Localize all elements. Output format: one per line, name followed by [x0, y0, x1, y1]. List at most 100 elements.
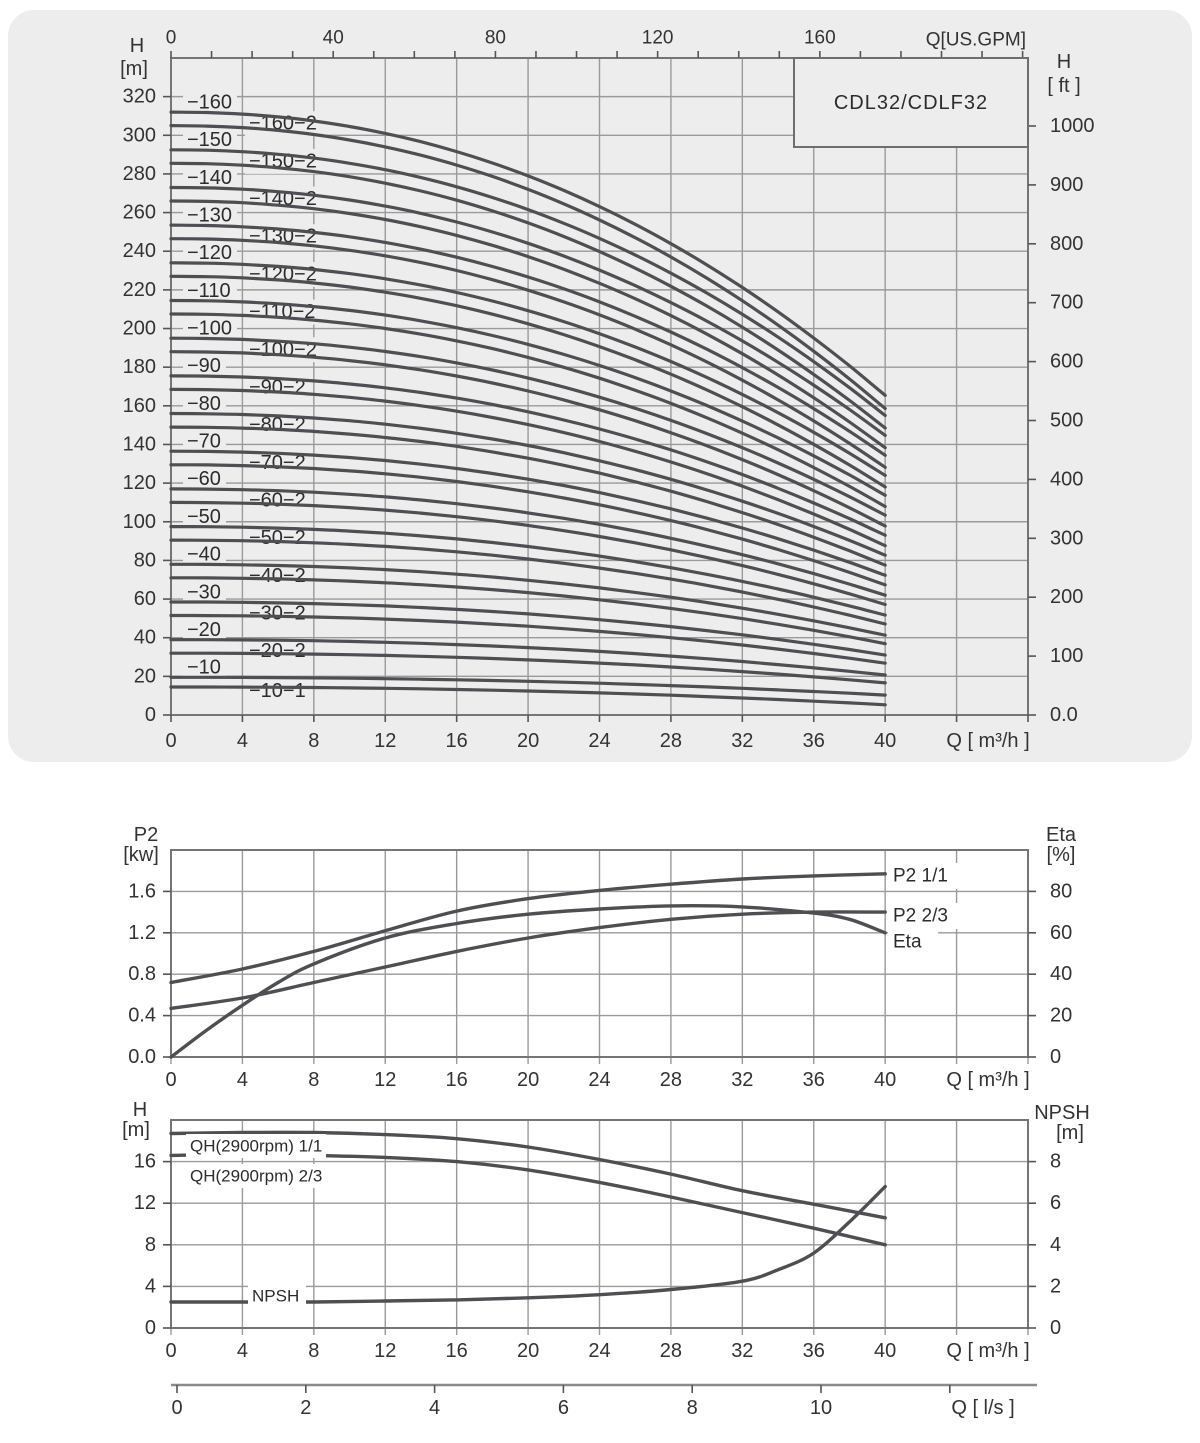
x-tick-label: 24	[588, 730, 610, 752]
x-tick-label: 40	[874, 1069, 896, 1091]
curve-−130−2	[169, 237, 887, 469]
ls-tick-label: 0	[171, 1397, 182, 1419]
curve-−160	[169, 110, 887, 397]
ls-tick-label: 10	[810, 1397, 832, 1419]
m-tick-label: 260	[123, 202, 156, 224]
y-right-title-unit: [ ft ]	[1047, 75, 1080, 97]
ls-axis: 0 2 4 6 8 10 Q [ l/s ]	[171, 1383, 1037, 1419]
curve-−130	[169, 223, 887, 457]
gpm-tick-label: 80	[485, 28, 506, 49]
x-axis-bottom: 0 4 8 12 16 20 24 28 32 36 40 Q [ m³/h ]	[165, 715, 1030, 752]
h-tick-label: 16	[134, 1151, 156, 1173]
npsh-tick-label: 4	[1050, 1234, 1061, 1256]
bot-y-axis-right: 0 2 4 6 8 NPSH[m]	[1028, 1102, 1090, 1339]
qh-curves	[169, 110, 887, 707]
h-tick-label: 12	[134, 1192, 156, 1214]
legend-label: P2 2/3	[893, 906, 948, 927]
eta-tick-label: 80	[1050, 880, 1072, 902]
curve-−80	[169, 411, 887, 557]
curve-label: −80	[187, 393, 221, 415]
curve-label: −20	[187, 619, 221, 641]
m-tick-label: 200	[123, 318, 156, 340]
legend-label: Eta	[893, 932, 922, 953]
x-tick-label: 24	[588, 1069, 610, 1091]
x-tick-label: 4	[237, 1069, 248, 1091]
curve-label: −40−2	[249, 565, 306, 587]
mid-y-axis-left: 0.0 0.4 0.8 1.2 1.6 P2[kw]	[123, 824, 171, 1068]
npsh-tick-label: 2	[1050, 1275, 1061, 1297]
x-tick-label: 8	[308, 1069, 319, 1091]
curve-−60−2	[169, 500, 887, 607]
m-tick-label: 180	[123, 356, 156, 378]
ls-tick-label: 2	[300, 1397, 311, 1419]
curve-label: −50	[187, 506, 221, 528]
curve-label: −10	[187, 657, 221, 679]
x-tick-label: 12	[374, 1069, 396, 1091]
eta-tick-label: 60	[1050, 922, 1072, 944]
curve-label: −110	[187, 280, 231, 302]
curve-−150	[169, 148, 887, 418]
m-tick-label: 20	[134, 665, 156, 687]
curve-−20−2	[169, 651, 887, 685]
m-tick-label: 160	[123, 395, 156, 417]
m-tick-label: 40	[134, 627, 156, 649]
legend-label: P2 1/1	[893, 866, 948, 887]
h-tick-label: 4	[145, 1275, 156, 1297]
m-tick-label: 140	[123, 433, 156, 455]
ls-tick-label: 4	[429, 1397, 440, 1419]
curve-−100	[169, 336, 887, 517]
curve-−120−2	[169, 274, 887, 489]
curve-label-box	[245, 601, 310, 627]
ls-tick-label: 6	[558, 1397, 569, 1419]
x-tick-label: 0	[165, 1069, 176, 1091]
ft-tick-label: 500	[1050, 410, 1083, 432]
y-left-title: H	[130, 35, 144, 57]
gpm-tick-label: 40	[323, 28, 344, 49]
npsh-tick-label: 0	[1050, 1317, 1061, 1339]
m-tick-label: 60	[134, 588, 156, 610]
y-axis-left-m: 0 20 40 60 80 100 120 140 160 180 200 220 240 260 280 3…	[120, 35, 171, 726]
ft-tick-label: 0.0	[1050, 704, 1078, 726]
bot-chart-border	[170, 1119, 1029, 1329]
power-curves	[169, 872, 887, 1059]
curve-−80−2	[169, 425, 887, 567]
y-right-title-unit: [m]	[1056, 1122, 1084, 1144]
curve-−110	[169, 298, 887, 497]
gpm-axis-title: Q[US.GPM]	[926, 30, 1026, 51]
m-tick-label: 300	[123, 124, 156, 146]
curve-−10	[169, 675, 887, 697]
y-left-title-unit: [m]	[122, 1119, 150, 1141]
x-tick-label: 20	[517, 730, 539, 752]
mid-chart-border	[170, 849, 1029, 1058]
mid-legend: P2 1/1 P2 2/3 Eta	[888, 863, 990, 955]
mid-chart: 0 4 8 12 16 20 24 28 32 36 40 Q [ m³/h ] 0.0 0.4 0.8 1.…	[123, 824, 1077, 1091]
bot-y-axis-left: 0 4 8 12 16 H[m]	[122, 1099, 171, 1339]
x-tick-label: 4	[237, 1340, 248, 1362]
x-tick-label: 20	[517, 1340, 539, 1362]
curve-P2-1/1	[169, 872, 887, 985]
eta-tick-label: 20	[1050, 1005, 1072, 1027]
ft-tick-label: 800	[1050, 233, 1083, 255]
legend-label: QH(2900rpm) 1/1	[190, 1137, 322, 1156]
gpm-tick-label: 120	[642, 28, 674, 49]
mid-y-axis-right: 0 20 40 60 80 Eta[%]	[1028, 824, 1077, 1068]
legend-box	[888, 903, 990, 929]
bot-legend: QH(2900rpm) 1/1 QH(2900rpm) 2/3 NPSH	[186, 1134, 326, 1308]
x-tick-label: 28	[660, 1069, 682, 1091]
x-axis-title: Q [ m³/h ]	[946, 730, 1029, 752]
curve-−30	[169, 600, 887, 657]
y-axis-right-ft: 0.0 100 200 300 400 500 600 700 800 900 1000 H[ ft …	[1028, 51, 1095, 726]
y-right-title: NPSH	[1034, 1102, 1090, 1124]
npsh-tick-label: 6	[1050, 1192, 1061, 1214]
legend-box	[888, 929, 938, 955]
legend-box	[186, 1164, 326, 1188]
x-tick-label: 40	[874, 730, 896, 752]
x-tick-label: 0	[165, 1340, 176, 1362]
curve-label: −100	[187, 318, 232, 340]
curve-−100−2	[169, 350, 887, 528]
y-right-title: Eta	[1046, 824, 1077, 846]
curve-label: −10−1	[249, 680, 306, 702]
curve-−10−1	[169, 685, 887, 707]
x-axis-title: Q [ m³/h ]	[946, 1340, 1029, 1362]
curve-−150−2	[169, 161, 887, 430]
